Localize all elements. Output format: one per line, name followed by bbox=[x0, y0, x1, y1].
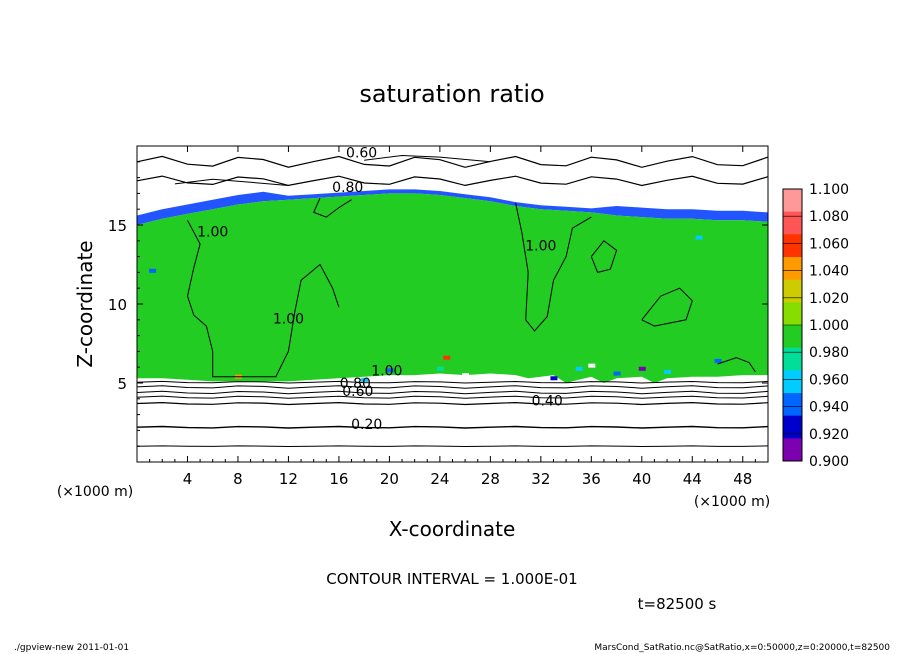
colorbar-swatch bbox=[783, 211, 802, 235]
colorbar-label: 0.960 bbox=[809, 372, 849, 388]
contour-line bbox=[136, 175, 769, 187]
contour-line bbox=[136, 385, 769, 389]
contour-label: 0.80 bbox=[340, 376, 371, 392]
contour-line bbox=[174, 178, 289, 186]
y-axis: 5 10 15 bbox=[108, 161, 768, 447]
colorbar-label: 1.080 bbox=[809, 209, 849, 225]
x-tick-label: 40 bbox=[632, 470, 651, 488]
contour-line bbox=[515, 202, 592, 332]
contour-interval-text: CONTOUR INTERVAL = 1.000E-01 bbox=[326, 570, 577, 588]
x-unit-right: (×1000 m) bbox=[694, 494, 770, 510]
footer-left: ./gpview-new 2011-01-01 bbox=[14, 643, 129, 653]
time-label: t=82500 s bbox=[638, 595, 717, 613]
contour-line bbox=[136, 155, 769, 168]
x-tick-label: 12 bbox=[279, 470, 298, 488]
noise-speck bbox=[443, 355, 451, 360]
y-tick-label: 10 bbox=[108, 296, 127, 314]
colorbar-swatch bbox=[783, 279, 802, 303]
colorbar: 1.100 1.080 1.060 1.040 1.020 1.000 0.980 0.960… bbox=[782, 182, 849, 470]
x-tick-label: 28 bbox=[481, 470, 500, 488]
contour-line bbox=[364, 154, 491, 163]
noise-speck bbox=[695, 235, 703, 240]
saturated-region bbox=[137, 193, 768, 383]
contour-label: 0.80 bbox=[332, 180, 363, 196]
colorbar-label: 0.900 bbox=[809, 454, 849, 470]
contour-label: 0.60 bbox=[346, 145, 377, 161]
noise-speck bbox=[436, 366, 444, 371]
x-unit-left: (×1000 m) bbox=[57, 484, 133, 500]
contour-line bbox=[590, 240, 618, 273]
contour-line bbox=[136, 445, 769, 448]
contour-line bbox=[641, 287, 693, 327]
colorbar-label: 1.060 bbox=[809, 236, 849, 252]
colorbar-swatch bbox=[783, 415, 802, 439]
y-axis-label: Z-coordinate bbox=[73, 240, 97, 367]
upper-edge-blue-band bbox=[137, 189, 768, 225]
footer-right: MarsCond_SatRatio.nc@SatRatio,x=0:50000,… bbox=[594, 643, 890, 653]
colorbar-label: 0.940 bbox=[809, 400, 849, 416]
contour-lines bbox=[136, 154, 769, 448]
colorbar-label: 0.980 bbox=[809, 345, 849, 361]
y-tick-label: 15 bbox=[108, 217, 127, 235]
x-tick-label: 8 bbox=[233, 470, 243, 488]
noise-speck bbox=[664, 369, 672, 374]
noise-speck bbox=[149, 268, 157, 273]
x-tick-label: 48 bbox=[733, 470, 752, 488]
contour-label: 1.00 bbox=[197, 224, 228, 240]
chart-title: saturation ratio bbox=[359, 80, 544, 108]
noise-speck bbox=[575, 366, 583, 371]
contour-label: 0.40 bbox=[532, 394, 563, 410]
contour-line bbox=[136, 380, 769, 384]
x-tick-label: 20 bbox=[380, 470, 399, 488]
noise-speck bbox=[462, 373, 470, 378]
x-tick-label: 4 bbox=[183, 470, 193, 488]
contour-line bbox=[717, 357, 756, 373]
noise-speck bbox=[588, 363, 596, 368]
colorbar-swatch bbox=[783, 438, 802, 462]
colorbar-label: 1.000 bbox=[809, 318, 849, 334]
x-tick-label: 36 bbox=[582, 470, 601, 488]
noise-speck bbox=[714, 358, 722, 363]
noise-speck bbox=[613, 371, 621, 376]
noise-speck bbox=[386, 368, 394, 373]
contour-labels: 0.600.801.001.001.001.000.800.600.400.20 bbox=[197, 145, 563, 433]
contour-line bbox=[136, 390, 769, 395]
noise-speck bbox=[550, 376, 558, 381]
x-axis: 4 8 12 16 20 24 28 32 36 40 44 48 bbox=[149, 146, 756, 488]
contour-line bbox=[136, 425, 769, 429]
edge-noise bbox=[149, 235, 722, 382]
colorbar-label: 1.040 bbox=[809, 264, 849, 280]
colorbar-label: 0.920 bbox=[809, 427, 849, 443]
colorbar-swatch bbox=[783, 347, 802, 371]
x-tick-label: 32 bbox=[531, 470, 550, 488]
colorbar-label: 1.100 bbox=[809, 182, 849, 198]
x-tick-label: 16 bbox=[329, 470, 348, 488]
y-tick-label: 5 bbox=[117, 375, 127, 393]
colorbar-swatch bbox=[783, 257, 802, 281]
x-axis-label: X-coordinate bbox=[389, 517, 516, 541]
contour-label: 1.00 bbox=[525, 239, 556, 255]
contour-line bbox=[313, 197, 352, 218]
colorbar-label: 1.020 bbox=[809, 291, 849, 307]
x-tick-label: 24 bbox=[430, 470, 449, 488]
colorbar-swatch bbox=[783, 189, 802, 213]
contour-line bbox=[136, 395, 769, 399]
noise-speck bbox=[361, 377, 369, 382]
colorbar-swatch bbox=[783, 370, 802, 394]
contour-label: 1.00 bbox=[273, 311, 304, 327]
colorbar-swatch bbox=[783, 393, 802, 417]
plot-area: 0.600.801.001.001.001.000.800.600.400.20 bbox=[136, 145, 769, 463]
colorbar-swatch bbox=[783, 234, 802, 258]
x-tick-label: 44 bbox=[683, 470, 702, 488]
contour-line bbox=[186, 220, 340, 378]
contour-label: 0.20 bbox=[351, 417, 382, 433]
contour-label: 1.00 bbox=[371, 364, 402, 380]
contour-line bbox=[136, 401, 769, 406]
contour-label: 0.60 bbox=[342, 384, 373, 400]
colorbar-swatch bbox=[783, 302, 802, 326]
noise-speck bbox=[638, 366, 646, 371]
colorbar-swatch bbox=[783, 325, 802, 349]
